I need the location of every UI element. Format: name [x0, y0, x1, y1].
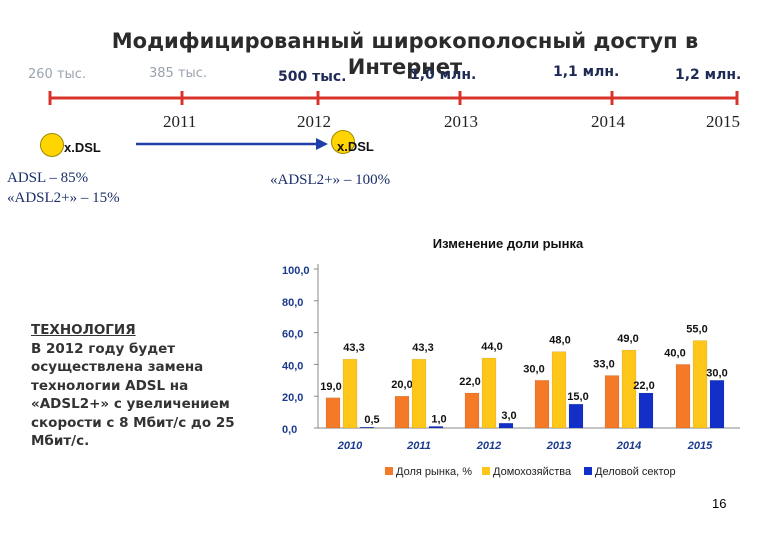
bar	[621, 349, 637, 429]
bar	[464, 392, 480, 429]
data-label: 43,3	[343, 342, 364, 354]
data-label: 49,0	[617, 333, 638, 345]
adsl2-share-text: «ADSL2+» – 15%	[7, 190, 120, 206]
x-tick-label: 2015	[687, 440, 713, 452]
data-label: 3,0	[501, 410, 516, 422]
data-label: 30,0	[706, 367, 727, 379]
year-label-2014: 2014	[591, 112, 625, 131]
year-label-2012: 2012	[297, 112, 331, 131]
technology-heading: ТЕХНОЛОГИЯ	[31, 322, 136, 338]
year-label-2011: 2011	[163, 112, 197, 131]
left-tech-label: x.DSL	[64, 140, 101, 155]
legend-label: Доля рынка, %	[396, 466, 472, 478]
y-tick-label: 100,0	[282, 265, 310, 277]
x-tick-label: 2013	[546, 440, 571, 452]
data-label: 44,0	[481, 341, 502, 353]
year-label-2013: 2013	[444, 112, 478, 131]
chart-title: Изменение доли рынка	[433, 236, 584, 251]
x-tick-label: 2011	[406, 440, 431, 452]
x-tick-label: 2012	[476, 440, 501, 452]
arrow-right-icon	[136, 138, 328, 150]
bar	[692, 340, 708, 429]
bar	[325, 397, 341, 429]
bar	[604, 375, 620, 429]
bar	[359, 426, 375, 429]
adsl2-full-share-text: «ADSL2+» – 100%	[270, 172, 391, 188]
technology-note: ТЕХНОЛОГИЯ В 2012 году будет осуществлен…	[31, 321, 253, 451]
y-tick-label: 20,0	[282, 392, 303, 404]
page-number: 16	[712, 496, 727, 511]
technology-body: В 2012 году будет осуществлена замена те…	[31, 340, 235, 450]
timeline-value-2012: 500 тыс.	[278, 69, 347, 85]
timeline	[48, 91, 739, 105]
legend-swatch	[482, 467, 490, 475]
timeline-value-2015: 1,2 млн.	[675, 67, 742, 83]
timeline-value-2010: 260 тыс.	[28, 67, 87, 82]
bar	[498, 422, 514, 429]
bar	[551, 351, 567, 429]
x-tick-label: 2014	[616, 440, 641, 452]
timeline-value-2013: 1,0 млн.	[410, 67, 477, 83]
bar	[481, 357, 497, 429]
legend-swatch	[584, 467, 592, 475]
data-label: 20,0	[391, 379, 412, 391]
xdsl-circle-icon	[40, 133, 64, 157]
y-tick-label: 80,0	[282, 297, 303, 309]
timeline-value-2011: 385 тыс.	[149, 66, 208, 81]
y-tick-label: 0,0	[282, 424, 297, 436]
legend-label: Домохозяйства	[493, 466, 572, 478]
data-label: 19,0	[320, 381, 341, 393]
bar	[411, 358, 427, 429]
bar	[709, 380, 725, 429]
bar	[638, 392, 654, 429]
adsl-share-text: ADSL – 85%	[7, 170, 89, 186]
year-label-2015: 2015	[706, 112, 740, 131]
y-tick-label: 60,0	[282, 329, 303, 341]
bar	[675, 364, 691, 429]
data-label: 1,0	[431, 413, 446, 425]
bar	[568, 403, 584, 429]
legend-label: Деловой сектор	[595, 466, 676, 478]
xdsl-circle-icon	[331, 130, 355, 154]
data-label: 15,0	[567, 391, 588, 403]
x-tick-label: 2010	[337, 440, 363, 452]
data-label: 30,0	[523, 363, 544, 375]
data-label: 33,0	[593, 359, 614, 371]
bar	[394, 395, 410, 429]
data-label: 43,3	[412, 342, 433, 354]
data-label: 22,0	[633, 380, 654, 392]
data-label: 0,5	[364, 414, 379, 426]
bar	[342, 358, 358, 429]
data-label: 48,0	[549, 335, 570, 347]
bar	[428, 426, 444, 429]
y-tick-label: 40,0	[282, 360, 303, 372]
bar	[534, 380, 550, 429]
right-tech-label: x.DSL	[337, 139, 374, 154]
data-label: 55,0	[686, 324, 707, 336]
legend-swatch	[385, 467, 393, 475]
timeline-value-2014: 1,1 млн.	[553, 64, 620, 80]
data-label: 22,0	[459, 376, 480, 388]
data-label: 40,0	[664, 347, 685, 359]
slide-title: Модифицированный широкополосный доступ в…	[111, 29, 699, 79]
